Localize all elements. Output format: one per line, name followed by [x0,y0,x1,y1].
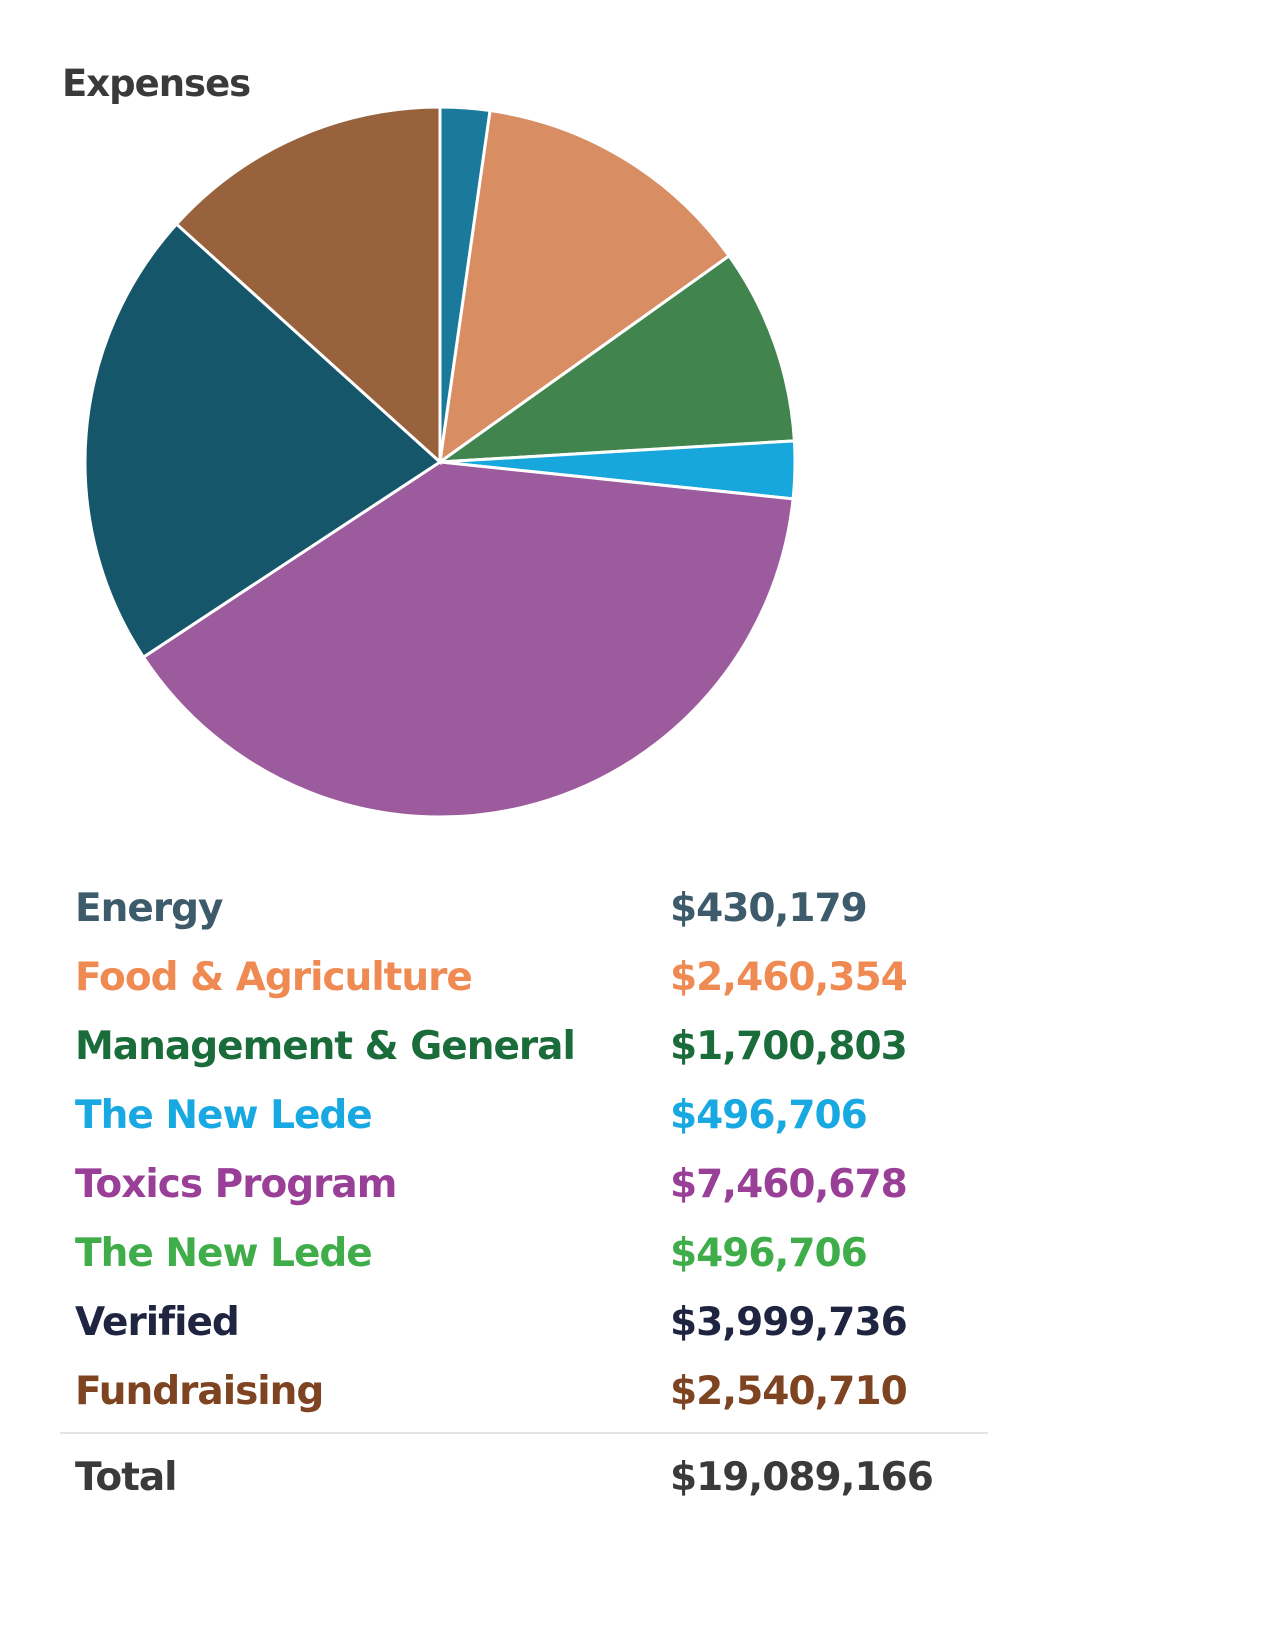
legend-label: Verified [75,1300,240,1345]
total-row: Total $19,089,166 [75,1455,975,1515]
legend-value: $430,179 [670,886,868,931]
legend-label: The New Lede [75,1093,373,1138]
pie-chart [83,105,797,819]
legend-value: $3,999,736 [670,1300,908,1345]
legend-value: $7,460,678 [670,1162,908,1207]
legend-value: $496,706 [670,1231,868,1276]
total-label: Total [75,1455,178,1500]
total-value: $19,089,166 [670,1455,934,1500]
legend-label: Toxics Program [75,1162,397,1207]
legend-value: $1,700,803 [670,1024,908,1069]
legend-value: $496,706 [670,1093,868,1138]
legend-row: Fundraising $2,540,710 [75,1369,975,1429]
legend-row: Food & Agriculture $2,460,354 [75,955,975,1015]
legend-label: Management & General [75,1024,576,1069]
legend-row: Energy $430,179 [75,886,975,946]
legend-row: Verified $3,999,736 [75,1300,975,1360]
divider [60,1432,988,1434]
legend-label: Fundraising [75,1369,324,1414]
pie-slice-food-agriculture [438,108,732,466]
legend-value: $2,540,710 [670,1369,908,1414]
legend-row: Toxics Program $7,460,678 [75,1162,975,1222]
legend-label: Energy [75,886,223,931]
legend-label: Food & Agriculture [75,955,473,1000]
legend-row: The New Lede $496,706 [75,1231,975,1291]
pie-slice-fundraising [174,105,442,466]
legend-row: The New Lede $496,706 [75,1093,975,1153]
legend-row: Management & General $1,700,803 [75,1024,975,1084]
pie-slice-verified [83,221,443,660]
pie-slice-management-general [434,253,796,464]
legend-label: The New Lede [75,1231,373,1276]
legend-value: $2,460,354 [670,955,908,1000]
chart-title: Expenses [62,62,251,105]
